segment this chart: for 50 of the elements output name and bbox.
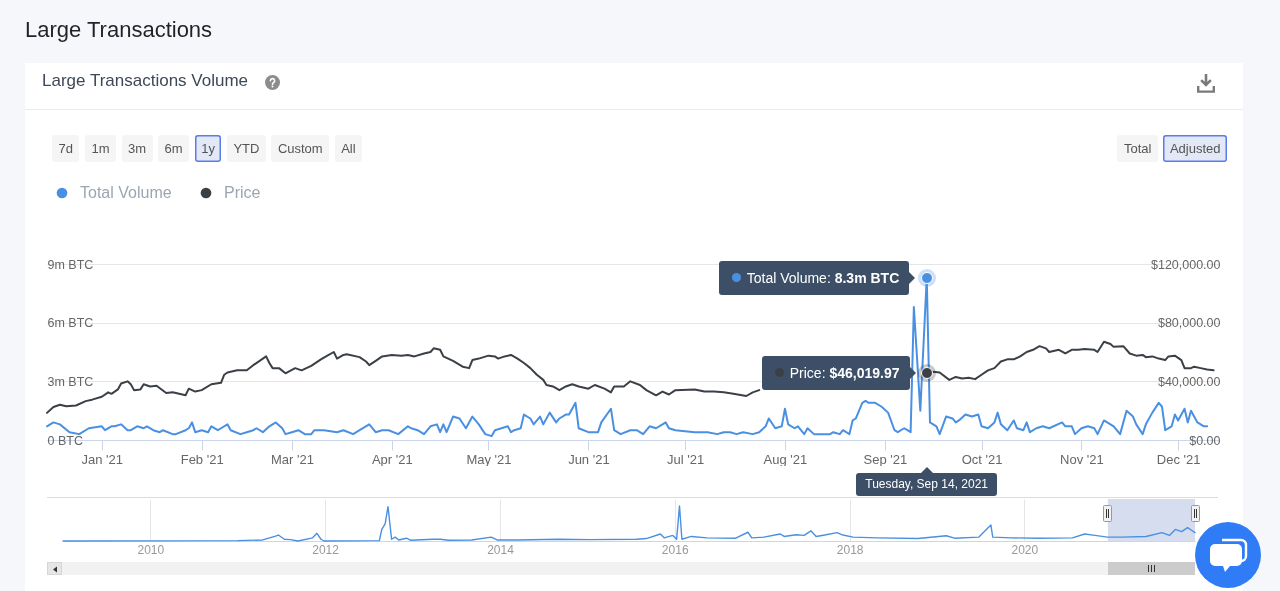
x-tick-label: Jan '21 <box>81 451 124 467</box>
drag-handle[interactable] <box>1103 505 1113 522</box>
y2-tick-label: $80,000.00 <box>1157 316 1221 331</box>
x-tick-label: May '21 <box>466 451 512 467</box>
range-button[interactable]: 7d <box>52 135 80 162</box>
x-tick-label: 2018 <box>836 542 864 557</box>
range-button[interactable]: 1m <box>84 135 117 162</box>
y-tick-label: 0 BTC <box>47 433 83 448</box>
range-button[interactable]: All <box>334 135 363 162</box>
y2-tick-label: $0.00 <box>1189 433 1221 448</box>
x-tick-label: 2014 <box>487 542 515 557</box>
tooltip: Price: $46,019.97 <box>761 355 916 390</box>
annotation: Price: $46,019.97 <box>789 364 900 381</box>
x-tick-label: 2012 <box>312 542 340 557</box>
x-tick-label: 2016 <box>661 542 689 557</box>
x-tick-label: Feb '21 <box>180 451 224 467</box>
scrollbar-thumb[interactable] <box>1107 562 1195 575</box>
x-tick-label: Apr '21 <box>371 451 413 467</box>
range-button[interactable]: Custom <box>271 135 330 162</box>
mode-button[interactable]: Total <box>1117 135 1158 162</box>
x-tick-label: Nov '21 <box>1060 451 1104 467</box>
range-button[interactable]: YTD <box>226 135 266 162</box>
x-tick-label: Sep '21 <box>863 451 908 467</box>
y-tick-label: 6m BTC <box>47 316 94 331</box>
legend-label: Price <box>224 184 261 201</box>
range-button[interactable]: 6m <box>158 135 190 162</box>
tooltip: Tuesday, Sep 14, 2021 <box>856 467 997 496</box>
range-button[interactable]: 1y <box>194 135 222 162</box>
y-tick-label: 9m BTC <box>47 257 94 272</box>
x-tick-label: 2010 <box>137 542 165 557</box>
x-tick-label: 2020 <box>1011 542 1039 557</box>
drag-handle[interactable] <box>1190 505 1200 522</box>
y2-tick-label: $40,000.00 <box>1157 374 1221 389</box>
chart-subtitle: Large Transactions Volume <box>42 71 249 91</box>
range-button[interactable]: 3m <box>121 135 153 162</box>
tooltip: Total Volume: 8.3m BTC <box>718 260 916 295</box>
chart-title: Large Transactions <box>25 17 213 43</box>
y-tick-label: 3m BTC <box>47 374 94 389</box>
x-tick-label: Oct '21 <box>961 451 1003 467</box>
y2-tick-label: $120,000.00 <box>1150 257 1221 272</box>
x-tick-label: Jun '21 <box>568 451 610 467</box>
annotation: Total Volume: 8.3m BTC <box>746 269 900 286</box>
legend-label: Total Volume <box>80 184 172 201</box>
x-tick-label: Aug '21 <box>763 451 808 467</box>
mode-button[interactable]: Adjusted <box>1163 135 1227 162</box>
x-tick-label: Dec '21 <box>1156 451 1201 467</box>
scrollbar[interactable] <box>47 562 1195 575</box>
arrow-left-icon[interactable] <box>47 562 62 575</box>
x-tick-label: Jul '21 <box>666 451 705 467</box>
x-tick-label: Mar '21 <box>270 451 314 467</box>
